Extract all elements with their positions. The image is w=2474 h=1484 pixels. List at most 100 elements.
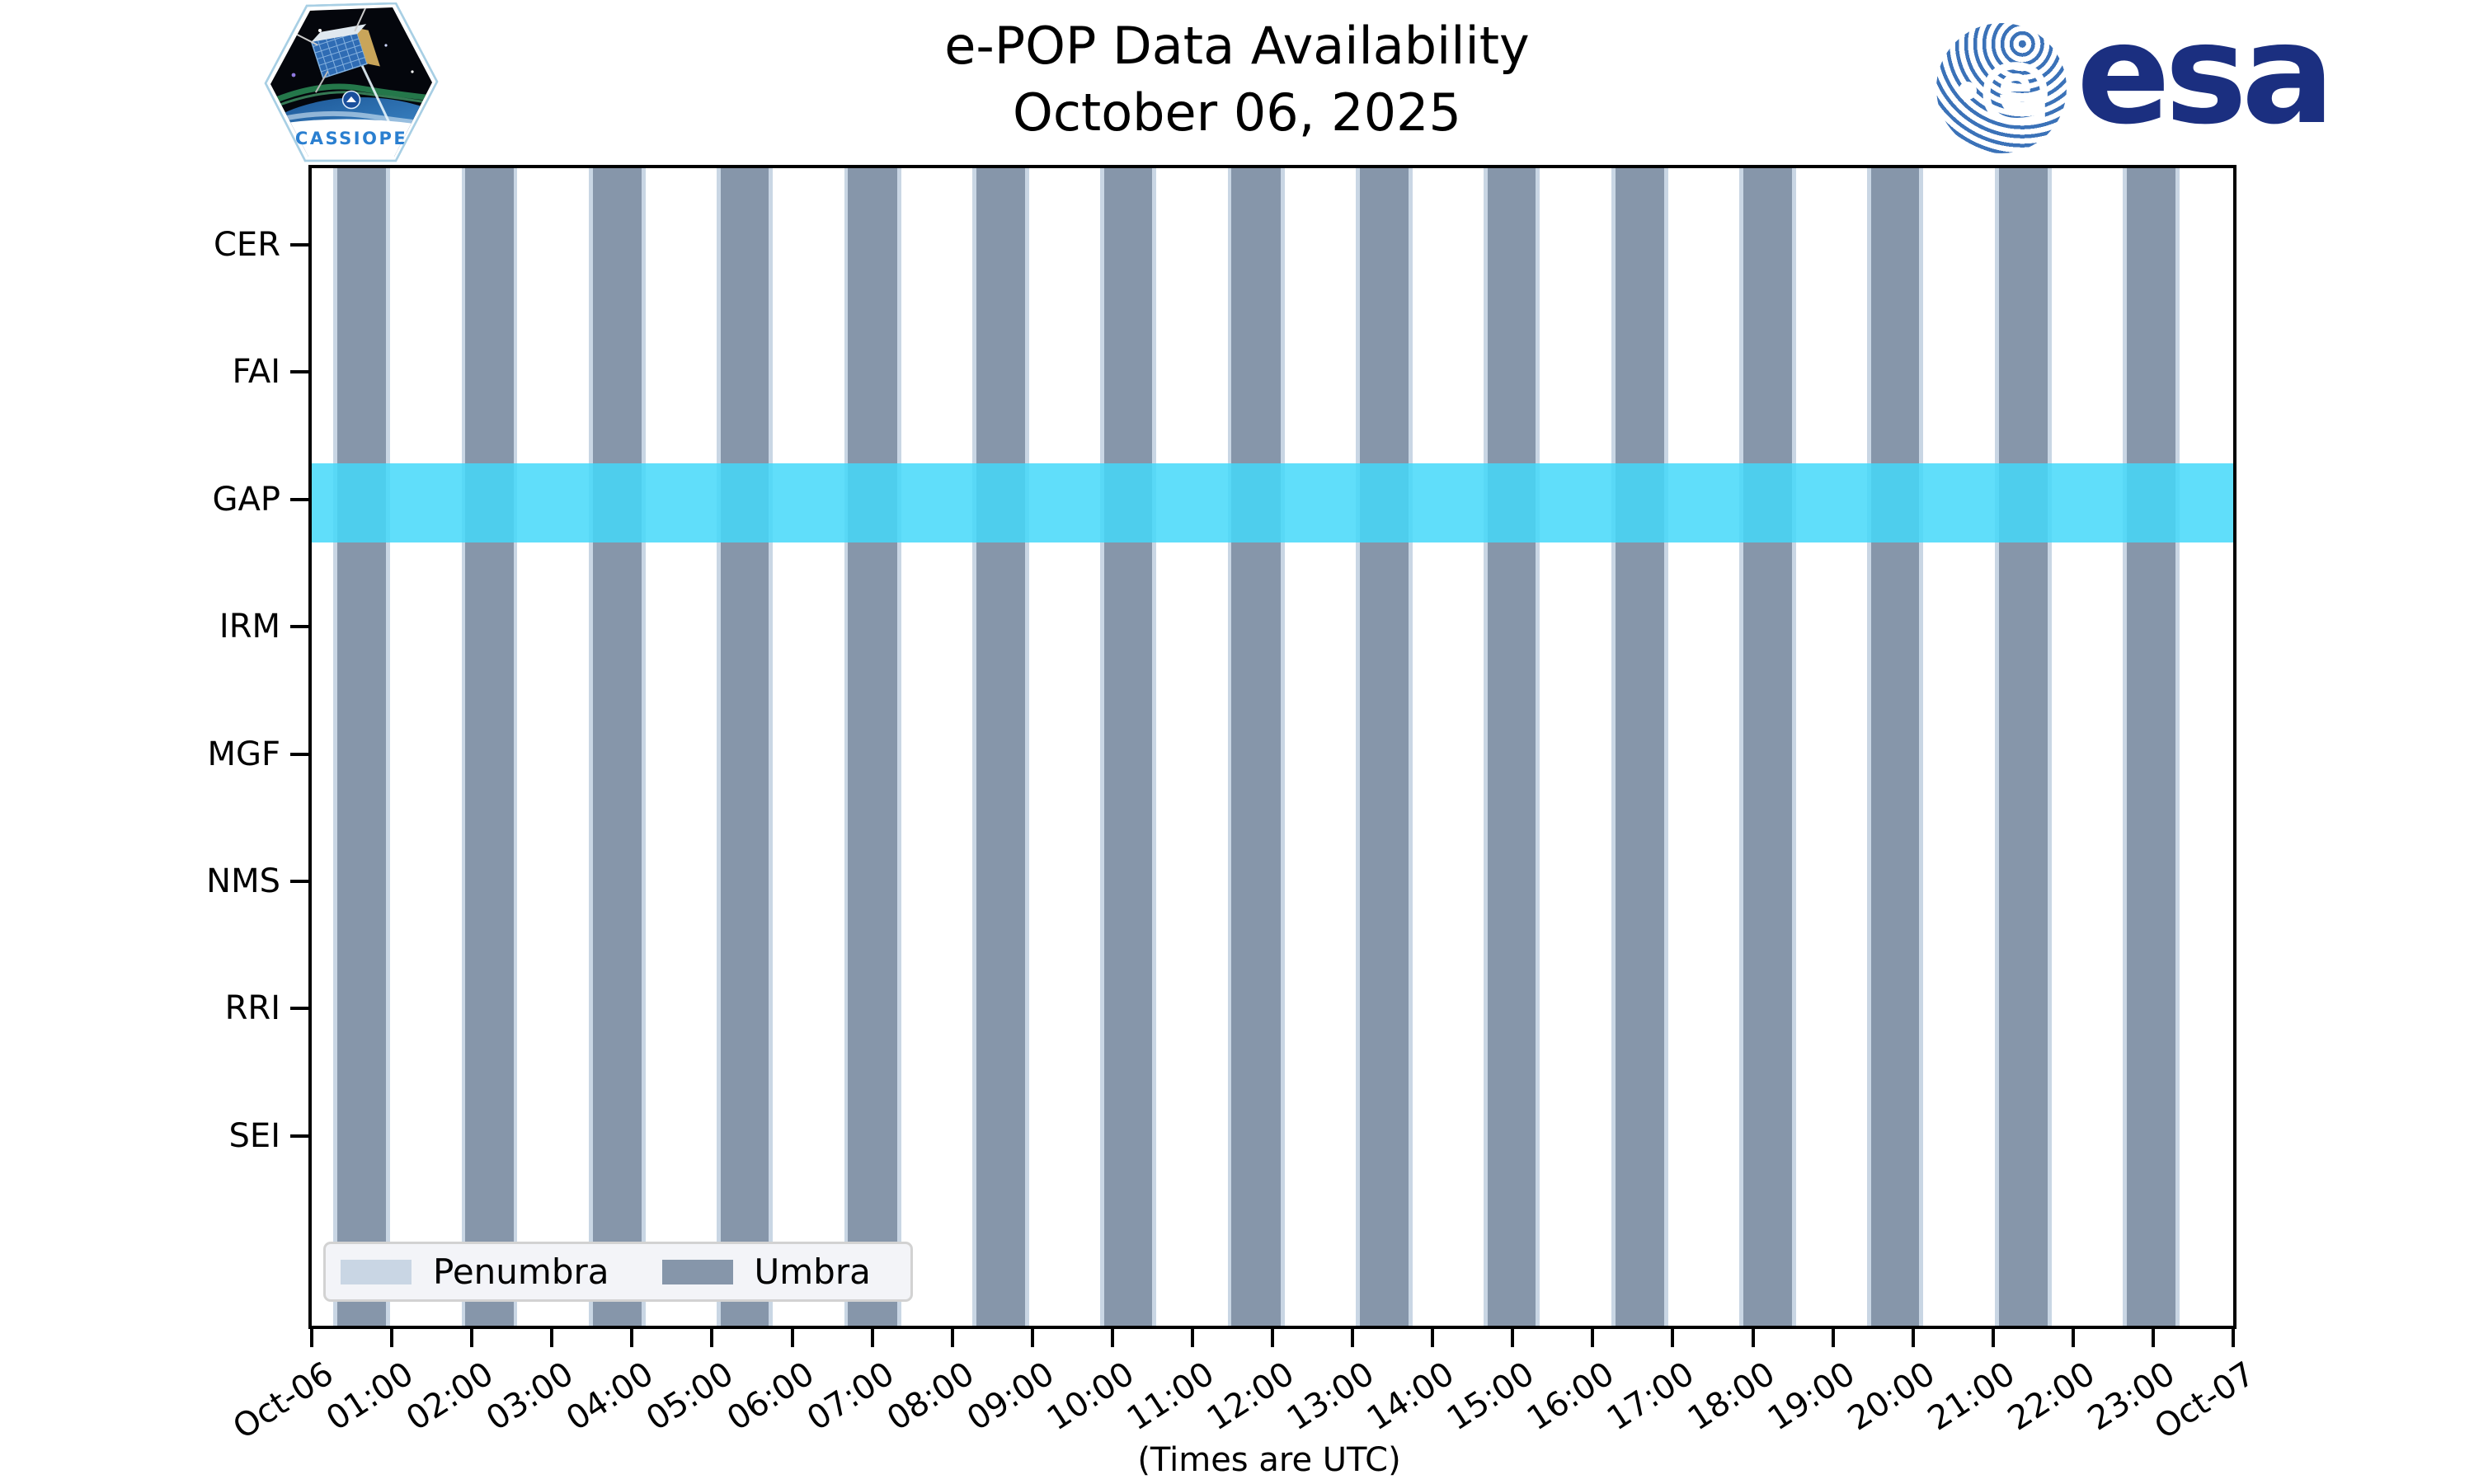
x-tick-label: 08:00 <box>880 1355 981 1439</box>
umbra-bar <box>1998 168 2048 1326</box>
x-tick <box>1351 1329 1355 1347</box>
cassiope-mission-patch: CASSIOPE <box>262 2 440 163</box>
umbra-bar <box>1104 168 1153 1326</box>
x-tick-label: 05:00 <box>640 1355 741 1439</box>
umbra-bar <box>721 168 769 1326</box>
chart-title-line1: e-POP Data Availability <box>944 16 1530 76</box>
umbra-bar <box>2126 168 2176 1326</box>
umbra-bar <box>1871 168 1920 1326</box>
y-tick-label: IRM <box>219 608 280 646</box>
plot-area: Penumbra Umbra <box>308 165 2236 1329</box>
x-tick-label: 19:00 <box>1761 1355 1862 1439</box>
umbra-swatch <box>661 1259 733 1284</box>
x-tick <box>870 1329 874 1347</box>
x-tick <box>310 1329 313 1347</box>
umbra-bar <box>976 168 1025 1326</box>
y-tick <box>290 497 308 501</box>
x-tick <box>1190 1329 1194 1347</box>
umbra-bar <box>1488 168 1536 1326</box>
x-tick-label: 07:00 <box>800 1355 901 1439</box>
x-tick-label: 06:00 <box>720 1355 821 1439</box>
x-tick-label: 18:00 <box>1681 1355 1782 1439</box>
esa-globe-icon: e <box>1936 23 2067 153</box>
x-tick-label: 17:00 <box>1601 1355 1701 1439</box>
y-tick-label: FAI <box>232 353 281 392</box>
x-tick <box>390 1329 394 1347</box>
x-tick <box>2071 1329 2075 1347</box>
umbra-bar <box>1615 168 1664 1326</box>
x-tick-label: 01:00 <box>319 1355 421 1439</box>
y-tick <box>290 880 308 883</box>
cassiope-patch-art: CASSIOPE <box>264 2 439 162</box>
x-tick-label: 02:00 <box>399 1355 501 1439</box>
x-tick <box>470 1329 474 1347</box>
legend-item-penumbra: Penumbra <box>341 1252 609 1292</box>
x-tick-label: 14:00 <box>1360 1355 1461 1439</box>
x-tick <box>1511 1329 1515 1347</box>
umbra-bar <box>1359 168 1409 1326</box>
x-tick <box>950 1329 954 1347</box>
x-tick-label: 10:00 <box>1040 1355 1141 1439</box>
x-tick <box>1431 1329 1435 1347</box>
x-tick-label: 13:00 <box>1280 1355 1381 1439</box>
x-tick-label: 21:00 <box>1921 1355 2022 1439</box>
esa-logo: e esa <box>1930 5 2335 157</box>
y-tick <box>290 243 308 247</box>
x-tick-label: 11:00 <box>1120 1355 1221 1439</box>
legend: Penumbra Umbra <box>323 1242 913 1302</box>
umbra-bar <box>1743 168 1793 1326</box>
penumbra-swatch <box>341 1259 412 1284</box>
esa-wordmark: esa <box>2077 0 2335 155</box>
gap-availability-band <box>312 463 2233 542</box>
x-tick <box>1991 1329 1995 1347</box>
y-tick-label: GAP <box>212 480 280 519</box>
cassiope-patch-label: CASSIOPE <box>295 129 407 148</box>
y-tick-label: RRI <box>224 989 280 1028</box>
legend-item-umbra: Umbra <box>661 1252 871 1292</box>
x-tick-label: 09:00 <box>960 1355 1061 1439</box>
x-axis-title: (Times are UTC) <box>1137 1441 1401 1479</box>
x-tick-label: 04:00 <box>560 1355 661 1439</box>
y-tick-label: MGF <box>207 735 280 773</box>
y-tick <box>290 625 308 629</box>
y-tick <box>290 370 308 374</box>
x-tick <box>710 1329 714 1347</box>
x-tick-label: 20:00 <box>1841 1355 1942 1439</box>
x-tick-label: 03:00 <box>480 1355 581 1439</box>
x-tick <box>550 1329 554 1347</box>
umbra-bar <box>1231 168 1281 1326</box>
x-tick <box>1671 1329 1675 1347</box>
umbra-bar <box>592 168 642 1326</box>
x-tick <box>1030 1329 1034 1347</box>
x-tick <box>1751 1329 1755 1347</box>
y-tick-label: SEI <box>228 1116 280 1155</box>
chart-title-line2: October 06, 2025 <box>1013 82 1461 143</box>
umbra-bar <box>337 168 387 1326</box>
x-tick-label: 22:00 <box>2001 1355 2102 1439</box>
x-tick-label: Oct-06 <box>226 1355 341 1447</box>
x-tick <box>1831 1329 1835 1347</box>
x-tick <box>790 1329 794 1347</box>
y-tick-label: NMS <box>206 862 280 900</box>
x-tick-label: 15:00 <box>1441 1355 1541 1439</box>
x-tick-label: 16:00 <box>1521 1355 1621 1439</box>
svg-text:e: e <box>1982 30 2048 143</box>
y-tick <box>290 1134 308 1138</box>
x-tick <box>630 1329 634 1347</box>
y-tick <box>290 752 308 756</box>
umbra-label: Umbra <box>754 1252 871 1292</box>
x-tick <box>2151 1329 2155 1347</box>
x-tick <box>1110 1329 1114 1347</box>
x-tick <box>2232 1329 2235 1347</box>
x-tick <box>1591 1329 1595 1347</box>
chart-title: e-POP Data Availability October 06, 2025 <box>0 13 2474 146</box>
x-tick <box>1911 1329 1915 1347</box>
penumbra-label: Penumbra <box>433 1252 609 1292</box>
umbra-bar <box>848 168 897 1326</box>
umbra-bar <box>465 168 514 1326</box>
y-tick <box>290 1007 308 1011</box>
x-tick <box>1271 1329 1274 1347</box>
x-tick-label: 12:00 <box>1200 1355 1301 1439</box>
plot-canvas <box>312 168 2233 1326</box>
